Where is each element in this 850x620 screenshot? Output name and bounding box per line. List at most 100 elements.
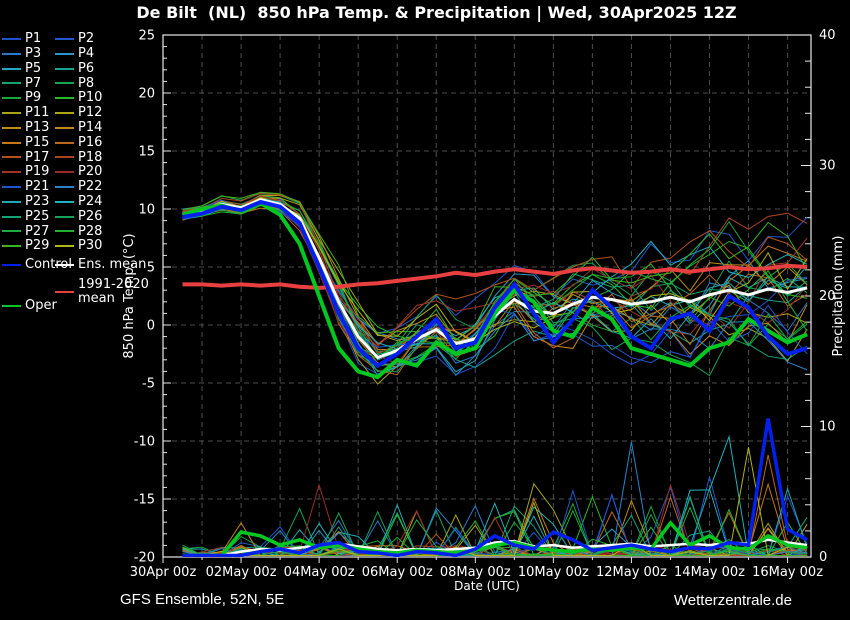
date-tick-label: 02May 00z <box>206 565 277 580</box>
temp-tick-label: 20 <box>138 87 155 102</box>
legend-item-p30-label: P30 <box>78 238 103 254</box>
legend-item-p13-label: P13 <box>25 119 50 135</box>
legend-item-p19-swatch <box>2 171 21 174</box>
legend-item-p5-swatch <box>2 67 21 70</box>
member-temp-line-p23 <box>182 199 808 377</box>
legend-item-p27-label: P27 <box>25 223 50 239</box>
legend-item-p21: P21 <box>2 180 49 194</box>
legend-item-p16: P16 <box>55 136 102 150</box>
legend-item-p21-swatch <box>2 186 21 188</box>
legend-item-ens-mean-label: Ens. mean <box>78 257 147 273</box>
date-tick-label: 12May 00z <box>596 565 667 580</box>
legend-item-clim-mean-label: 1991-2020 mean <box>78 277 149 306</box>
legend-item-p11-swatch <box>2 112 21 114</box>
temp-tick-label: 25 <box>138 29 155 44</box>
legend-item-p5: P5 <box>2 62 41 76</box>
date-axis-title: Date (UTC) <box>454 579 520 593</box>
ensemble-legend: P1 P2 P3 P4 P5 P6 P7 P8 P9 P10 P11 P12 P13 P14 P15 P16 P… <box>0 0 155 330</box>
temp-tick-label: 5 <box>147 261 155 276</box>
legend-item-p19-label: P19 <box>25 164 50 180</box>
legend-item-p24: P24 <box>55 195 102 209</box>
legend-item-p16-label: P16 <box>78 134 103 150</box>
legend-item-p14-label: P14 <box>78 119 103 135</box>
legend-item-p18-label: P18 <box>78 149 103 165</box>
chart-title: De Bilt (NL) 850 hPa Temp. & Precipitati… <box>136 3 737 22</box>
legend-item-p14: P14 <box>55 121 102 135</box>
legend-item-p8-swatch <box>55 82 74 85</box>
precip-axis-title: Precipitation (mm) <box>831 236 846 357</box>
member-temp-line-p24 <box>182 198 808 354</box>
date-tick-label: 30Apr 00z <box>130 565 197 580</box>
member-precip-line-p30 <box>182 447 808 557</box>
precip-tick-label: 40 <box>819 28 836 43</box>
legend-item-p3-label: P3 <box>25 45 42 61</box>
legend-item-p23: P23 <box>2 195 49 209</box>
member-precip-line-p19 <box>182 516 808 557</box>
member-temp-line-p26 <box>182 204 808 377</box>
legend-item-oper-label: Oper <box>25 298 57 314</box>
legend-item-p15-swatch <box>2 141 21 144</box>
member-precip-line-p16 <box>182 454 808 557</box>
legend-item-p22-swatch <box>55 186 74 188</box>
legend-item-p5-label: P5 <box>25 60 42 76</box>
temp-tick-label: -5 <box>142 377 155 392</box>
legend-item-p7-label: P7 <box>25 75 42 91</box>
oper-precip-line <box>182 520 808 557</box>
legend-item-p10-label: P10 <box>78 90 103 106</box>
legend-item-p20-swatch <box>55 171 74 174</box>
legend-item-p4-swatch <box>55 52 74 55</box>
member-temp-line-p6 <box>182 196 808 369</box>
legend-item-p20: P20 <box>55 165 102 179</box>
legend-item-p4-label: P4 <box>78 45 95 61</box>
legend-item-p12: P12 <box>55 106 102 120</box>
member-temp-line-p29 <box>182 191 808 342</box>
legend-item-p25-label: P25 <box>25 208 50 224</box>
legend-item-p23-swatch <box>2 200 21 203</box>
legend-item-control-label: Control <box>25 257 72 273</box>
legend-item-p3: P3 <box>2 47 41 61</box>
legend-item-p22-label: P22 <box>78 179 103 195</box>
legend-item-p28-label: P28 <box>78 223 103 239</box>
model-info: GFS Ensemble, 52N, 5E <box>120 591 285 608</box>
legend-item-p21-label: P21 <box>25 179 50 195</box>
member-temp-line-p20 <box>182 201 808 364</box>
legend-item-p20-label: P20 <box>78 164 103 180</box>
legend-item-p1-swatch <box>2 38 21 40</box>
legend-item-p6-swatch <box>55 67 74 70</box>
legend-item-clim-mean-swatch <box>55 291 74 293</box>
legend-item-p18: P18 <box>55 150 102 164</box>
legend-item-p23-label: P23 <box>25 193 50 209</box>
legend-item-p14-swatch <box>55 126 74 129</box>
legend-item-p12-swatch <box>55 112 74 114</box>
temp-tick-label: -15 <box>134 493 155 508</box>
legend-item-p2-swatch <box>55 38 74 40</box>
legend-item-p2-label: P2 <box>78 31 95 47</box>
legend-item-p11-label: P11 <box>25 105 50 121</box>
date-tick-label: 16May 00z <box>752 565 823 580</box>
member-temp-line-p17 <box>182 195 808 346</box>
legend-item-p2: P2 <box>55 32 94 46</box>
member-temp-line-p11 <box>182 197 808 343</box>
legend-item-p15-label: P15 <box>25 134 50 150</box>
legend-item-p13-swatch <box>2 126 21 129</box>
legend-item-p27-swatch <box>2 230 21 233</box>
oper-temp-line <box>181 200 808 380</box>
member-temp-line-p9 <box>182 196 808 367</box>
legend-item-p6: P6 <box>55 62 94 76</box>
legend-item-p13: P13 <box>2 121 49 135</box>
control-precip-line <box>182 418 808 557</box>
temp-tick-label: -20 <box>134 551 155 566</box>
legend-item-p30-swatch <box>55 245 74 248</box>
legend-item-p30: P30 <box>55 239 102 253</box>
legend-item-p11: P11 <box>2 106 49 120</box>
legend-item-p8-label: P8 <box>78 75 95 91</box>
legend-item-p28-swatch <box>55 230 74 233</box>
legend-item-p28: P28 <box>55 224 102 238</box>
legend-item-ens-mean: Ens. mean <box>55 258 146 272</box>
control-temp-line <box>182 199 808 369</box>
legend-item-clim-mean: 1991-2020 mean <box>55 278 162 305</box>
legend-item-p12-label: P12 <box>78 105 103 121</box>
legend-item-oper: Oper <box>2 299 57 313</box>
